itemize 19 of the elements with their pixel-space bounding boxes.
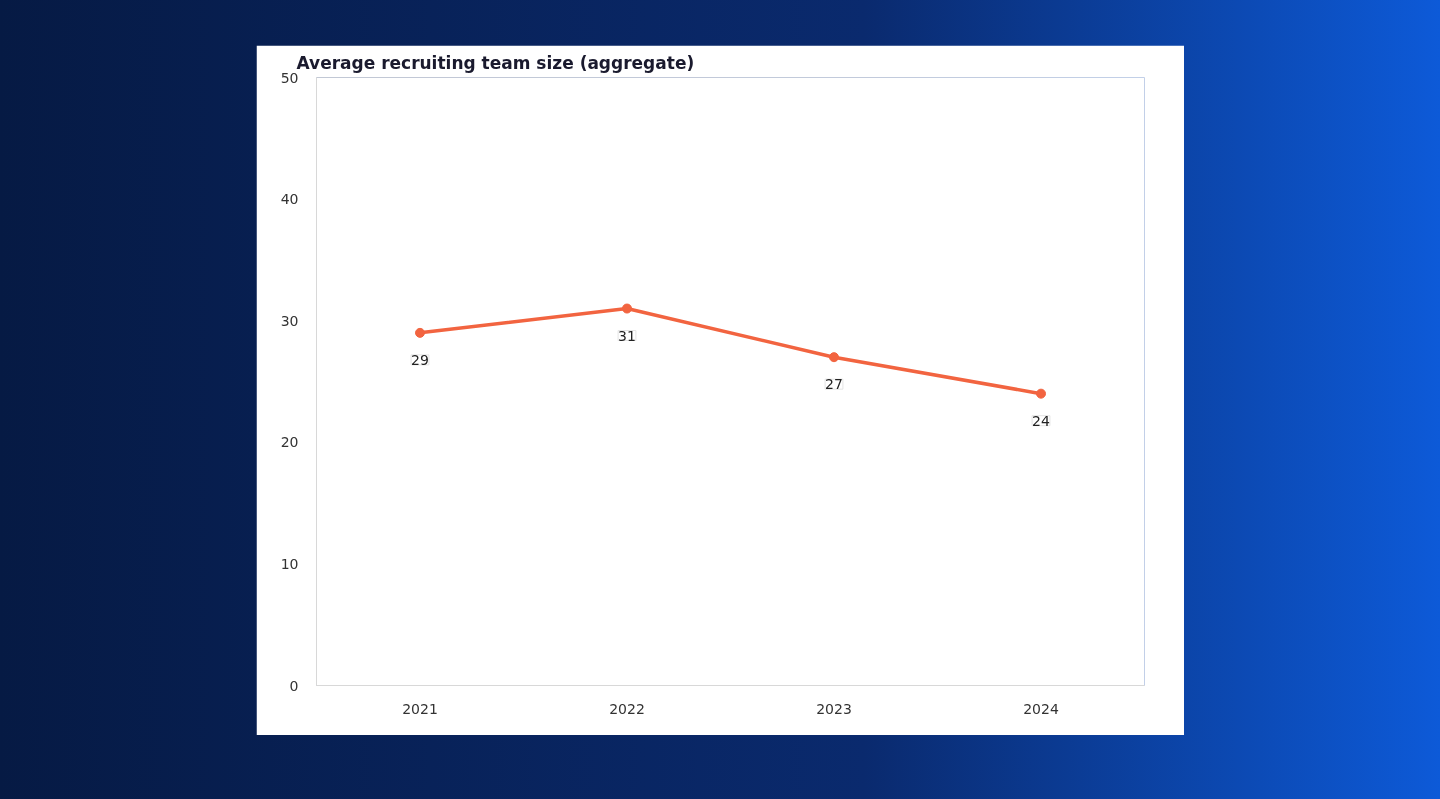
y-tick-label: 40 xyxy=(280,191,299,208)
point xyxy=(829,352,839,363)
data-label: 31 xyxy=(618,327,636,344)
y-tick-label: 50 xyxy=(280,69,299,86)
point xyxy=(1036,388,1046,399)
data-label: 29 xyxy=(411,351,429,368)
y-tick-label: 0 xyxy=(289,677,299,694)
data-label: 27 xyxy=(825,376,843,393)
point xyxy=(622,303,632,314)
point xyxy=(415,327,425,338)
x-tick-label: 2023 xyxy=(816,700,852,717)
data-label: 24 xyxy=(1032,412,1050,429)
chart-title: Average recruiting team size (aggregate) xyxy=(296,52,695,73)
y-tick-label: 30 xyxy=(280,312,299,329)
x-tick-label: 2021 xyxy=(402,700,438,717)
y-tick-label: 20 xyxy=(280,434,299,451)
x-tick-label: 2022 xyxy=(609,700,645,717)
y-tick-label: 10 xyxy=(280,555,299,572)
x-tick-label: 2024 xyxy=(1023,700,1059,717)
